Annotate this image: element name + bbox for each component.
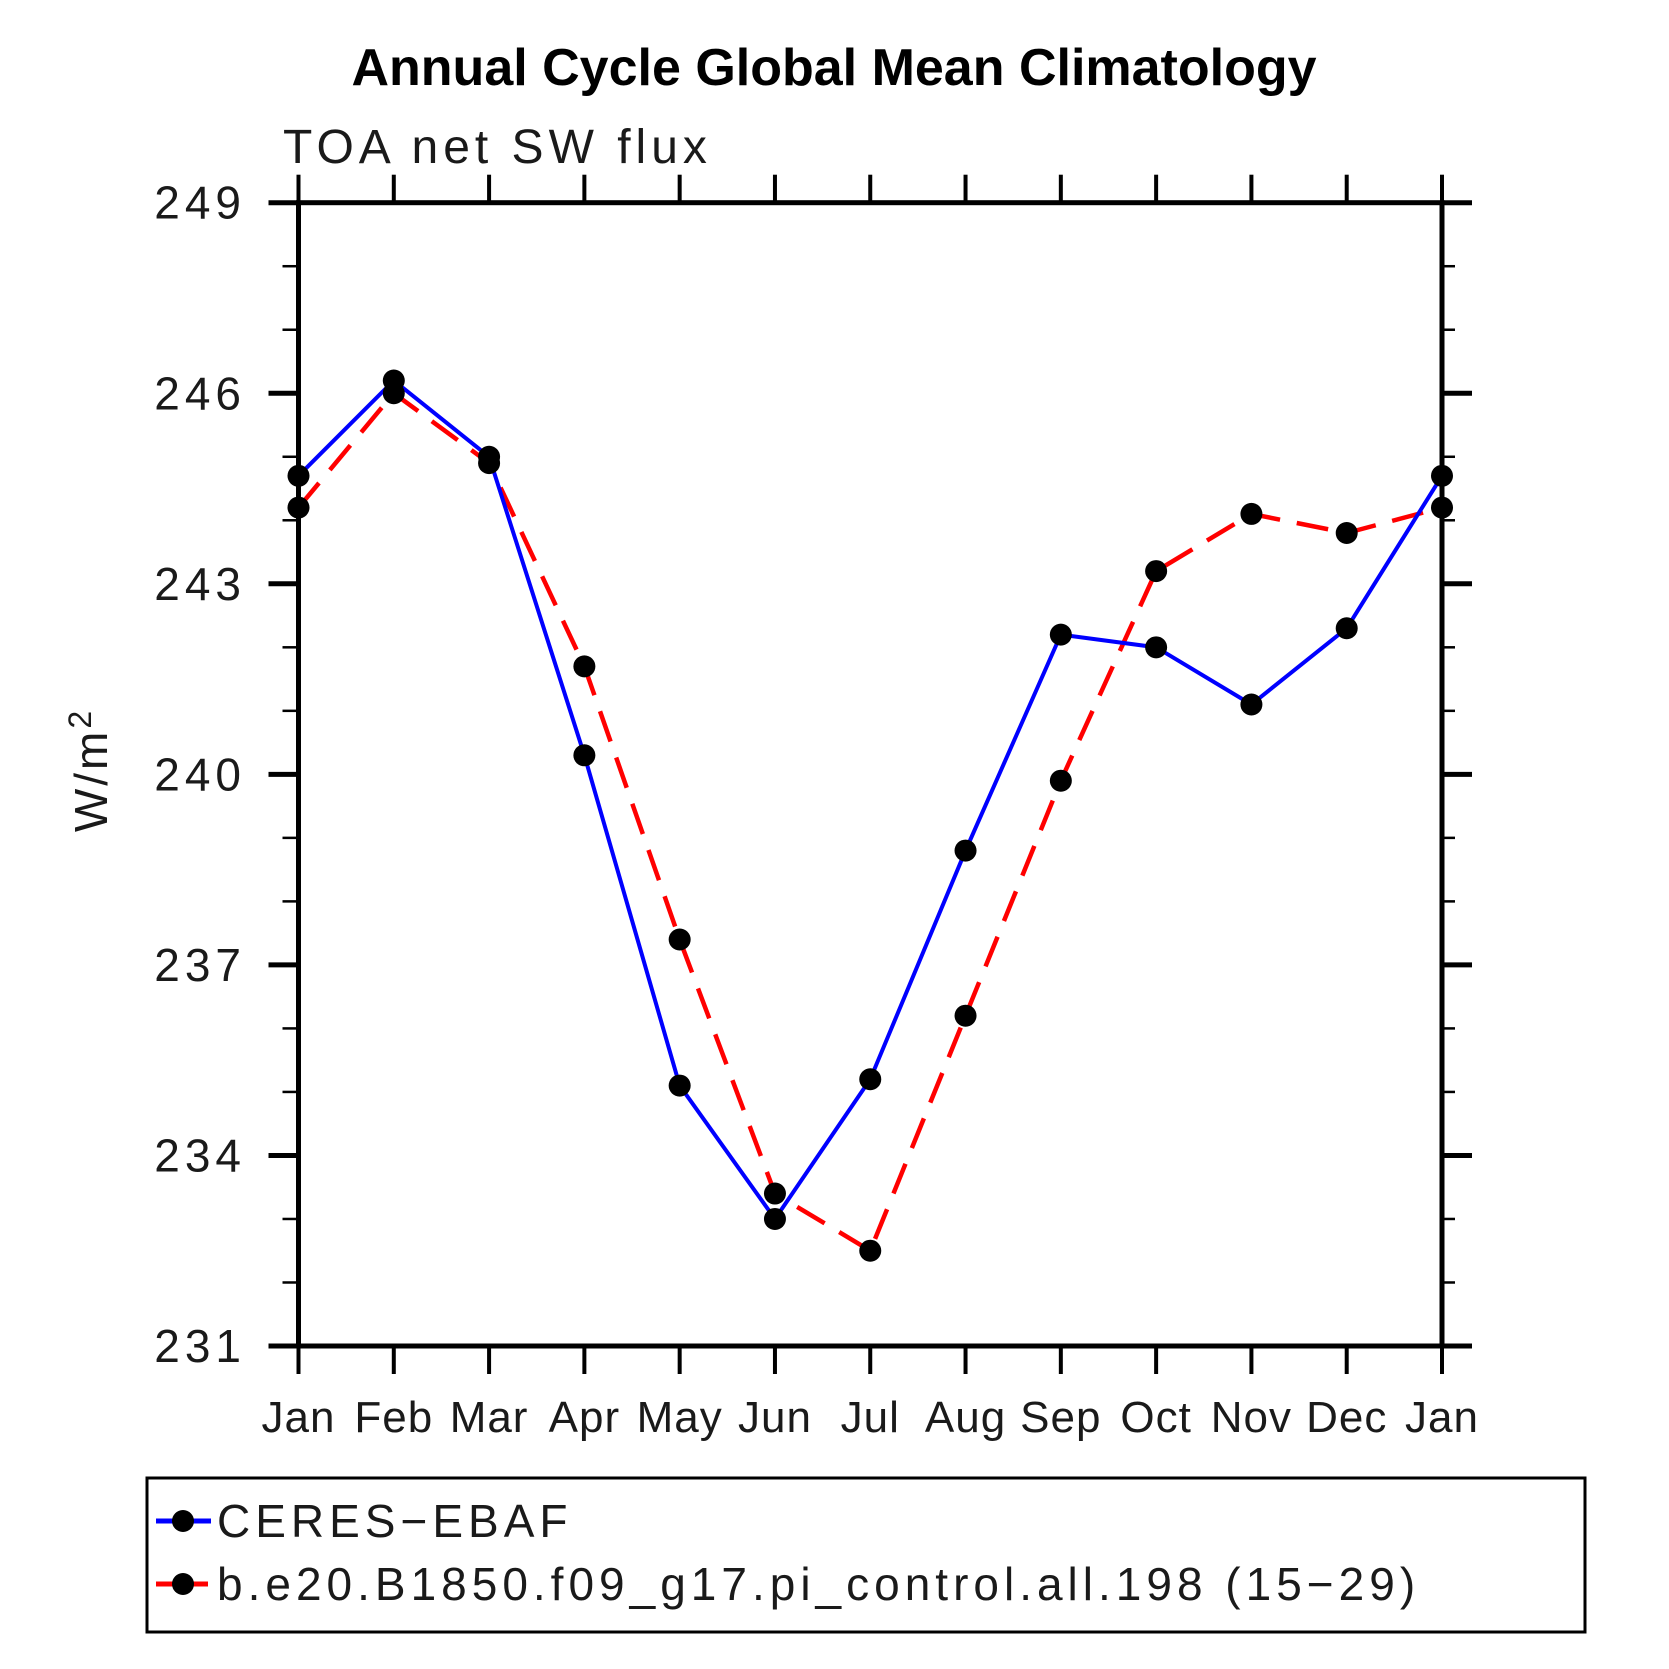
y-tick-label: 243 (154, 558, 246, 610)
legend-marker-ceres (172, 1510, 194, 1532)
legend-label-ceres: CERES−EBAF (217, 1495, 573, 1547)
y-tick-label: 237 (154, 939, 246, 991)
y-axis-label-base: W/m (65, 729, 117, 833)
plot-area: Jan Feb Mar Apr May Jun Jul Aug Sep Oct Nov Dec Jan 2… (154, 174, 1479, 1442)
x-tick-label: Jan (1405, 1393, 1479, 1442)
data-point-marker (954, 839, 977, 862)
y-tick-label: 231 (154, 1320, 246, 1372)
data-point-marker (1335, 521, 1358, 544)
data-point-marker (573, 744, 596, 767)
x-tick-label: Mar (450, 1393, 529, 1442)
y-tick-label: 240 (154, 748, 246, 800)
data-point-marker (668, 1074, 691, 1097)
data-point-marker (1145, 636, 1168, 659)
data-point-marker (287, 464, 310, 487)
y-axis-label: W/m2 (62, 708, 117, 832)
data-point-marker (859, 1068, 882, 1091)
data-point-marker (954, 1004, 977, 1027)
y-tick-label: 246 (154, 367, 246, 419)
x-tick-label: Sep (1020, 1393, 1101, 1442)
data-point-marker (1049, 769, 1072, 792)
x-tick-label: Apr (549, 1393, 620, 1442)
data-point-marker (573, 655, 596, 678)
x-tick-label: Nov (1211, 1393, 1292, 1442)
data-point-marker (763, 1182, 786, 1205)
y-tick-label: 234 (154, 1129, 246, 1181)
data-point-marker (478, 445, 501, 468)
legend-box (145, 1476, 1587, 1634)
data-point-marker (1145, 560, 1168, 583)
x-tick-label: Dec (1306, 1393, 1387, 1442)
x-tick-label: Oct (1120, 1393, 1191, 1442)
chart-title: Annual Cycle Global Mean Climatology (351, 39, 1316, 97)
data-point-marker (763, 1207, 786, 1230)
y-axis-label-exponent: 2 (62, 708, 98, 729)
x-tick-label: May (637, 1393, 723, 1442)
data-point-marker (1431, 464, 1453, 487)
data-point-marker (1049, 623, 1072, 646)
data-point-marker (859, 1239, 882, 1262)
data-point-marker (1335, 617, 1358, 640)
legend-marker-model (172, 1573, 194, 1595)
legend: CERES−EBAF b.e20.B1850.f09_g17.pi_contro… (145, 1476, 1587, 1634)
x-tick-label: Feb (354, 1393, 433, 1442)
data-point-marker (668, 928, 691, 951)
x-tick-label: Aug (925, 1393, 1006, 1442)
y-tick-label: 249 (154, 177, 246, 229)
series-line-1 (296, 391, 1443, 1253)
data-point-marker (1240, 693, 1263, 716)
legend-label-model: b.e20.B1850.f09_g17.pi_control.all.198 (… (217, 1558, 1420, 1610)
axes-frame (296, 200, 1445, 1349)
chart-subtitle: TOA net SW flux (283, 121, 712, 174)
data-point-marker (1240, 502, 1263, 525)
data-point-marker (382, 369, 405, 392)
x-tick-label: Jan (262, 1393, 336, 1442)
data-point-marker (1431, 496, 1453, 519)
series-line-0 (297, 378, 1444, 1221)
x-tick-label: Jul (841, 1393, 900, 1442)
data-point-marker (287, 496, 310, 519)
x-tick-label: Jun (738, 1393, 812, 1442)
